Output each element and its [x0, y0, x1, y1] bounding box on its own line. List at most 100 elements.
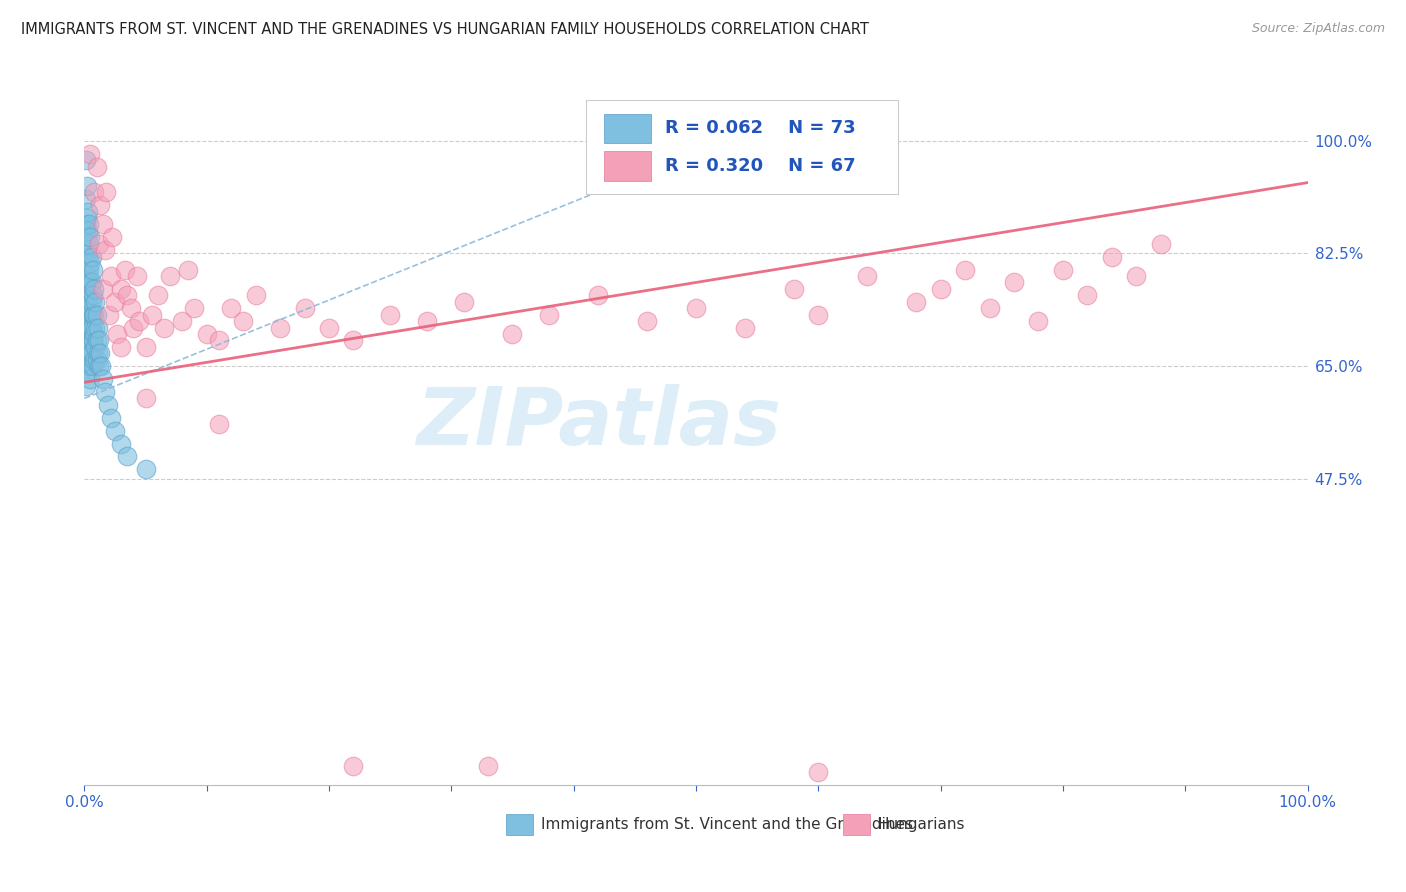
Point: [75, 301, 97, 316]
FancyBboxPatch shape: [586, 100, 898, 194]
Point: [115, 288, 138, 302]
Point: [76, 230, 98, 244]
Point: [953, 262, 976, 277]
Point: [83, 282, 105, 296]
Point: [1101, 250, 1123, 264]
Point: [734, 320, 756, 334]
Point: [114, 262, 136, 277]
Point: [183, 301, 205, 316]
Bar: [506, 814, 533, 835]
Point: [75, 378, 97, 392]
Point: [1150, 236, 1173, 251]
Point: [82, 308, 104, 322]
Point: [75, 352, 97, 367]
Point: [87, 346, 110, 360]
Text: Immigrants from St. Vincent and the Grenadines: Immigrants from St. Vincent and the Gren…: [541, 817, 912, 832]
Point: [783, 282, 806, 296]
Point: [79, 301, 101, 316]
Point: [685, 301, 707, 316]
Point: [76, 211, 98, 225]
Point: [807, 308, 830, 322]
Point: [856, 268, 879, 283]
Point: [91, 282, 114, 296]
Point: [416, 314, 439, 328]
Point: [97, 308, 120, 322]
Point: [77, 288, 100, 302]
Point: [77, 218, 100, 232]
Point: [84, 340, 107, 354]
Point: [77, 224, 100, 238]
Text: IMMIGRANTS FROM ST. VINCENT AND THE GRENADINES VS HUNGARIAN FAMILY HOUSEHOLDS CO: IMMIGRANTS FROM ST. VINCENT AND THE GREN…: [21, 22, 869, 37]
Point: [77, 334, 100, 348]
Text: Hungarians: Hungarians: [877, 817, 965, 832]
Point: [77, 268, 100, 283]
Point: [110, 436, 132, 450]
Point: [76, 282, 98, 296]
Point: [91, 372, 114, 386]
Point: [83, 186, 105, 200]
Point: [153, 320, 176, 334]
Point: [172, 314, 194, 328]
Point: [77, 204, 100, 219]
Bar: [605, 113, 651, 144]
Point: [82, 288, 104, 302]
Point: [76, 359, 98, 374]
Point: [94, 244, 117, 258]
Point: [232, 314, 254, 328]
Point: [75, 192, 97, 206]
Point: [135, 392, 157, 406]
Point: [380, 308, 402, 322]
Point: [1028, 314, 1050, 328]
Point: [128, 314, 150, 328]
Point: [79, 146, 101, 161]
Point: [110, 282, 132, 296]
Point: [91, 218, 114, 232]
Point: [586, 288, 609, 302]
Point: [86, 160, 108, 174]
Point: [90, 359, 112, 374]
Point: [77, 366, 100, 380]
Point: [453, 294, 475, 309]
Point: [76, 256, 98, 270]
Point: [77, 308, 100, 322]
Point: [76, 334, 98, 348]
Point: [135, 340, 157, 354]
Point: [82, 262, 104, 277]
Y-axis label: Family Households: Family Households: [0, 362, 7, 512]
Point: [75, 218, 97, 232]
Point: [84, 294, 107, 309]
Point: [75, 326, 97, 341]
Point: [80, 250, 103, 264]
Point: [86, 334, 108, 348]
Point: [219, 301, 242, 316]
Point: [1052, 262, 1074, 277]
Point: [122, 320, 145, 334]
Point: [135, 462, 157, 476]
Point: [195, 326, 218, 341]
Point: [318, 320, 340, 334]
Point: [87, 334, 110, 348]
Point: [294, 301, 316, 316]
Point: [905, 294, 928, 309]
Point: [502, 326, 524, 341]
Point: [807, 765, 830, 780]
Point: [104, 294, 127, 309]
Point: [979, 301, 1001, 316]
Point: [1125, 268, 1147, 283]
Point: [146, 288, 169, 302]
Point: [929, 282, 952, 296]
Point: [79, 230, 101, 244]
Point: [125, 268, 148, 283]
Point: [77, 236, 100, 251]
Point: [83, 326, 105, 341]
Point: [94, 384, 117, 399]
Point: [208, 417, 231, 432]
Point: [77, 340, 100, 354]
Point: [97, 398, 120, 412]
Point: [80, 276, 103, 290]
Point: [80, 320, 103, 334]
Point: [120, 301, 142, 316]
Text: R = 0.320    N = 67: R = 0.320 N = 67: [665, 157, 856, 175]
Point: [104, 424, 127, 438]
Point: [269, 320, 291, 334]
